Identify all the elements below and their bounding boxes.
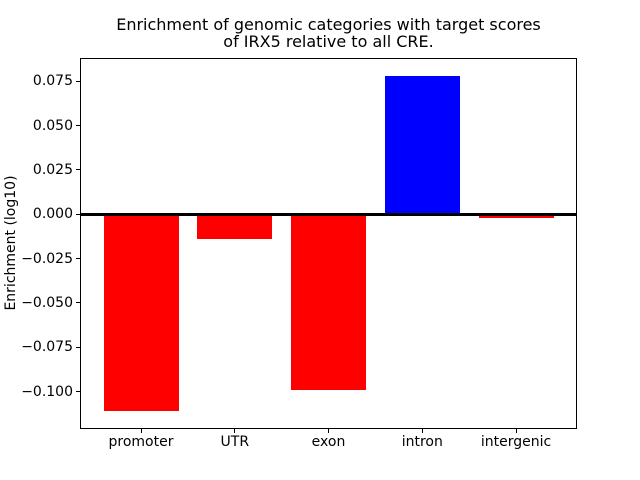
x-tick-label-UTR: UTR: [220, 434, 250, 450]
x-tick-mark: [328, 429, 329, 433]
y-tick-label: −0.100: [21, 383, 73, 400]
chart-title-line2: of IRX5 relative to all CRE.: [223, 32, 434, 51]
y-axis-label: Enrichment (log10): [3, 175, 19, 311]
x-tick-label-exon: exon: [311, 434, 346, 450]
x-tick-mark: [421, 429, 423, 433]
x-tick-mark: [234, 429, 236, 433]
y-tick-label: −0.075: [21, 339, 73, 356]
plot-area: [80, 58, 577, 429]
x-tick-label-intergenic: intergenic: [480, 434, 552, 450]
y-tick-label: 0.075: [32, 73, 73, 90]
x-tick-mark: [140, 429, 142, 433]
y-tick-label: 0.050: [32, 117, 73, 134]
chart-title-line1: Enrichment of genomic categories with ta…: [116, 15, 541, 34]
chart-title: Enrichment of genomic categories with ta…: [80, 16, 577, 50]
x-tick-mark: [515, 429, 517, 433]
x-tick-label-intron: intron: [401, 434, 443, 450]
x-tick-label-promoter: promoter: [108, 434, 174, 450]
